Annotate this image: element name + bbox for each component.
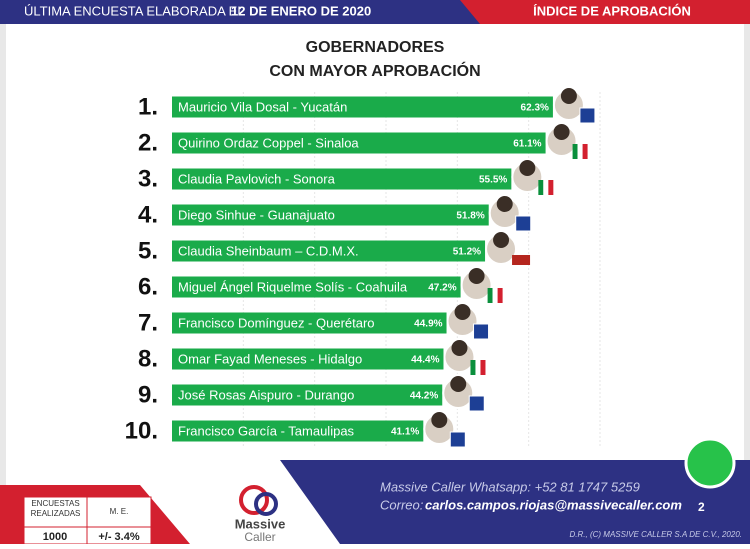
bar xyxy=(172,312,447,334)
plot: 1. Mauricio Vila Dosal - Yucatán 62.3% 2. Qu… xyxy=(125,88,601,448)
rank-label: 3. xyxy=(138,165,158,192)
bar xyxy=(172,420,424,442)
party-icon xyxy=(579,107,596,124)
rank-label: 8. xyxy=(138,345,158,372)
party-icon xyxy=(572,144,578,159)
value-label: 41.1% xyxy=(391,427,419,438)
portrait-hair xyxy=(468,268,485,284)
value-label: 51.2% xyxy=(453,247,481,258)
chart-title: CON MAYOR APROBACIÓN xyxy=(269,61,480,80)
page-number: 2 xyxy=(698,500,705,514)
bar xyxy=(172,168,512,190)
party-icon xyxy=(492,288,498,303)
portrait-hair xyxy=(451,340,468,356)
value-label: 62.3% xyxy=(521,103,549,114)
portrait-hair xyxy=(493,232,510,248)
party-icon xyxy=(475,360,481,375)
category-label: José Rosas Aispuro - Durango xyxy=(178,387,354,402)
portrait-hair xyxy=(560,88,577,104)
value-label: 44.9% xyxy=(414,319,442,330)
header-band xyxy=(0,0,500,24)
value-label: 44.4% xyxy=(411,355,439,366)
party-icon xyxy=(582,144,588,159)
party-icon xyxy=(480,360,486,375)
party-icon xyxy=(548,180,554,195)
table-header: ENCUESTAS REALIZADAS xyxy=(30,499,81,518)
bar xyxy=(172,132,546,154)
table-header: M. E. xyxy=(110,507,129,516)
table-cell: 1000 xyxy=(43,531,67,543)
category-label: Miguel Ángel Riquelme Solís - Coahuila xyxy=(178,279,408,294)
portrait-hair xyxy=(553,124,570,140)
survey-text: ÚLTIMA ENCUESTA ELABORADA EL xyxy=(24,3,245,18)
category-label: Quirino Ordaz Coppel - Sinaloa xyxy=(178,135,359,150)
category-label: Claudia Sheinbaum – C.D.M.X. xyxy=(178,243,359,258)
bar xyxy=(172,96,553,118)
table-cell: +/- 3.4% xyxy=(98,531,139,543)
chart-title: GOBERNADORES xyxy=(306,39,445,56)
rank-label: 7. xyxy=(138,309,158,336)
portrait-hair xyxy=(454,304,471,320)
bar xyxy=(172,384,443,406)
bar xyxy=(172,348,444,370)
logo-icon xyxy=(239,485,269,515)
logo-text: Caller xyxy=(244,530,275,544)
portrait-hair xyxy=(450,376,467,392)
value-label: 55.5% xyxy=(479,175,507,186)
party-icon xyxy=(538,180,544,195)
whatsapp-text: Massive Caller Whatsapp: +52 81 1747 525… xyxy=(380,479,640,494)
party-icon xyxy=(449,431,466,448)
email: carlos.campos.riojas@massivecaller.com xyxy=(425,497,682,512)
rank-label: 9. xyxy=(138,381,158,408)
portrait-hair xyxy=(496,196,513,212)
rights: D.R., (C) MASSIVE CALLER S.A DE C.V., 20… xyxy=(570,530,743,539)
value-label: 47.2% xyxy=(428,283,456,294)
whatsapp-icon xyxy=(684,437,736,489)
party-icon xyxy=(468,395,485,412)
header-band-red xyxy=(460,0,750,24)
table-header-box: ENCUESTAS REALIZADAS xyxy=(30,499,81,518)
value-label: 61.1% xyxy=(513,139,541,150)
rank-label: 2. xyxy=(138,129,158,156)
rank-label: 6. xyxy=(138,273,158,300)
rank-label: 5. xyxy=(138,237,158,264)
bar xyxy=(172,240,486,262)
portrait-hair xyxy=(431,412,448,428)
value-label: 44.2% xyxy=(410,391,438,402)
category-label: Francisco Domínguez - Querétaro xyxy=(178,315,375,330)
category-label: Diego Sinhue - Guanajuato xyxy=(178,207,335,222)
footer-navy xyxy=(280,460,750,544)
bar xyxy=(172,204,489,226)
rank-label: 10. xyxy=(125,417,158,444)
party-icon xyxy=(512,255,531,265)
party-icon xyxy=(473,323,490,340)
portrait-hair xyxy=(519,160,536,176)
party-icon xyxy=(515,215,532,232)
category-label: Omar Fayad Meneses - Hidalgo xyxy=(178,351,362,366)
logo-icon xyxy=(254,492,278,516)
value-label: 51.8% xyxy=(456,211,484,222)
logo-text: Massive xyxy=(235,516,286,531)
rank-label: 1. xyxy=(138,93,158,120)
category-label: Claudia Pavlovich - Sonora xyxy=(178,171,336,186)
party-icon xyxy=(497,288,503,303)
party-icon xyxy=(577,144,583,159)
survey-date: 12 DE ENERO DE 2020 xyxy=(231,3,371,18)
bar xyxy=(172,276,461,298)
category-label: Francisco García - Tamaulipas xyxy=(178,423,355,438)
party-icon xyxy=(487,288,493,303)
rank-label: 4. xyxy=(138,201,158,228)
category-label: Mauricio Vila Dosal - Yucatán xyxy=(178,99,347,114)
email-label: Correo: xyxy=(380,497,424,512)
party-icon xyxy=(470,360,476,375)
section-title: ÍNDICE DE APROBACIÓN xyxy=(533,3,691,18)
party-icon xyxy=(543,180,549,195)
